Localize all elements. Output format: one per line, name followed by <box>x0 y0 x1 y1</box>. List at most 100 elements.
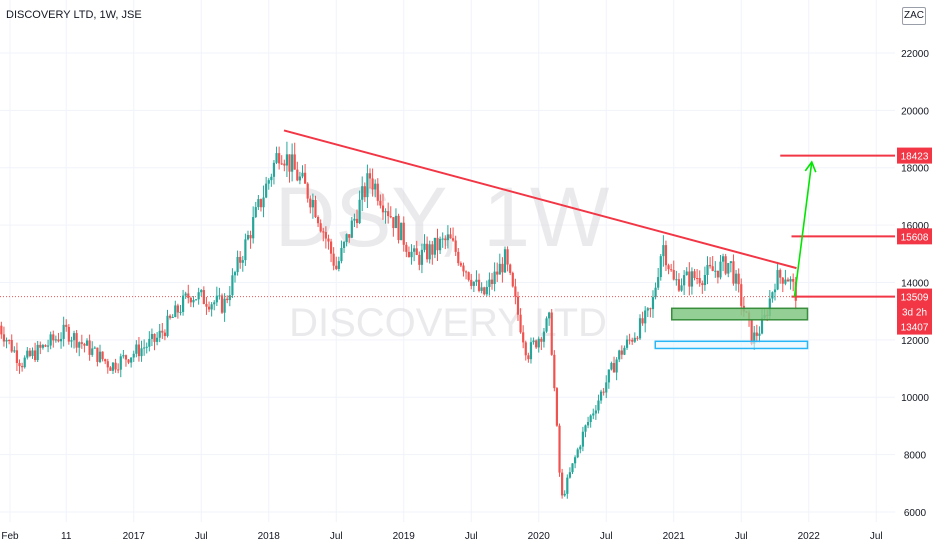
demand-zone[interactable] <box>654 340 809 350</box>
candle-body <box>215 295 218 303</box>
candle-body <box>109 367 112 371</box>
candle-body <box>576 449 579 458</box>
candle-body <box>332 253 335 266</box>
drawings[interactable] <box>283 129 895 350</box>
candle-body <box>33 350 37 361</box>
chart-title: DISCOVERY LTD, 1W, JSE <box>6 9 142 21</box>
x-tick-label: Jul <box>465 531 478 542</box>
candle-body <box>57 339 60 342</box>
candle-body <box>314 199 317 218</box>
candle-body <box>54 339 57 341</box>
candle-body <box>716 270 719 278</box>
time-axis[interactable]: Feb 11 2017 Jul 2018 Jul 2019 Jul 2020 Jul 2021 Jul… <box>1 531 882 542</box>
candle-body <box>156 337 159 342</box>
target-arrow[interactable] <box>793 161 813 297</box>
resistance-trendline[interactable] <box>283 129 797 270</box>
candle-body <box>589 415 592 423</box>
candle-body <box>625 339 629 348</box>
candle-body <box>714 270 717 272</box>
candle-body <box>413 248 416 252</box>
candle-body <box>688 271 691 287</box>
candle-body <box>267 180 270 184</box>
x-tick-label: Jul <box>870 531 883 542</box>
candle-body <box>641 318 644 324</box>
y-tick-label: 8000 <box>904 451 927 462</box>
candle-body <box>516 296 520 315</box>
candle-body <box>605 382 608 393</box>
candle-body <box>706 264 709 275</box>
candle-body <box>633 337 636 342</box>
candle-body <box>529 342 533 360</box>
price-axis[interactable]: 6000 8000 10000 12000 14000 16000 18000 20000 22… <box>901 0 929 519</box>
candle-body <box>259 199 263 208</box>
target-arrow-head <box>804 160 817 173</box>
candle-body <box>124 355 128 360</box>
x-tick-label: Jul <box>330 531 343 542</box>
x-tick-label: Feb <box>1 531 19 542</box>
candle-body <box>114 362 117 370</box>
candle-body <box>433 237 437 255</box>
candle-body <box>127 359 130 363</box>
candle-body <box>475 279 478 282</box>
candle-body <box>498 263 501 275</box>
candle-body <box>119 356 122 370</box>
candle-body <box>298 176 302 181</box>
watermark: DSY, 1W DISCOVERY LTD <box>275 170 610 345</box>
candle-body <box>535 340 538 348</box>
candle-body <box>615 359 618 373</box>
candle-body <box>350 220 353 238</box>
candle-body <box>597 400 600 411</box>
candle-body <box>288 154 291 172</box>
support-zone[interactable] <box>671 307 809 321</box>
candle-body <box>428 244 431 260</box>
candle-body <box>44 345 47 347</box>
last-price-block <box>897 288 932 335</box>
candle-body <box>374 183 377 190</box>
candle-body <box>488 279 491 287</box>
candle-body <box>327 238 330 242</box>
countdown-tag: 3d 2h <box>902 308 927 319</box>
candle-body <box>137 344 141 357</box>
candle-body <box>252 217 255 239</box>
candle-body <box>592 413 595 416</box>
candle-body <box>135 344 138 354</box>
candle-body <box>548 312 551 319</box>
candle-body <box>316 217 320 224</box>
x-tick-label: 2020 <box>528 531 551 542</box>
candle-body <box>233 272 237 276</box>
candle-body <box>670 269 673 271</box>
candle-body <box>324 232 327 239</box>
candle-body <box>703 274 707 286</box>
candle-body <box>236 256 239 273</box>
candle-body <box>514 286 517 297</box>
candle-body <box>220 295 224 313</box>
candle-body <box>426 243 429 260</box>
candle-body <box>80 342 83 344</box>
candle-body <box>708 264 712 267</box>
candle-body <box>384 211 387 213</box>
candle-body <box>62 324 65 339</box>
x-tick-label: 2019 <box>393 531 416 542</box>
candle-body <box>651 297 655 310</box>
watermark-symbol: DSY, 1W <box>275 170 610 264</box>
level-lines[interactable] <box>780 154 895 298</box>
candle-body <box>779 270 782 278</box>
candle-body <box>610 363 613 370</box>
currency-badge[interactable]: ZAC <box>902 7 926 25</box>
candle-body <box>511 272 514 287</box>
candle-body <box>542 331 546 342</box>
candle-body <box>740 284 743 306</box>
candle-body <box>166 315 169 337</box>
candle-body <box>711 266 714 272</box>
candle-body <box>410 251 413 258</box>
candle-body <box>70 340 73 342</box>
candle-body <box>724 256 727 274</box>
x-tick-label: 2018 <box>258 531 281 542</box>
candle-body <box>122 355 125 357</box>
candle-body <box>36 344 39 361</box>
candle-body <box>143 347 146 349</box>
candle-body <box>83 343 86 346</box>
candle-body <box>586 422 590 426</box>
candle-body <box>750 320 753 344</box>
